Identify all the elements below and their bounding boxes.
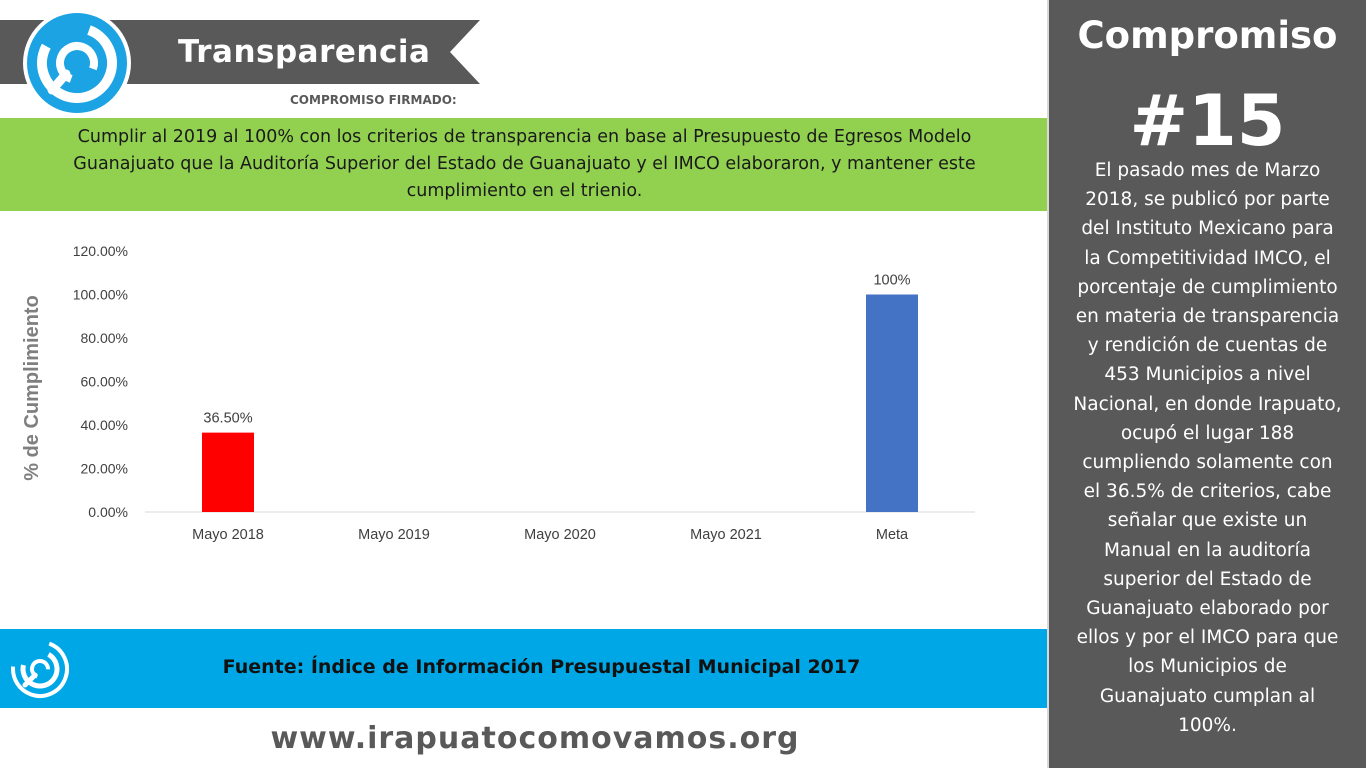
- x-tick-label: Mayo 2021: [690, 527, 762, 543]
- ring-logo-icon: [23, 9, 131, 117]
- panel-description-text: El pasado mes de Marzo 2018, se publicó …: [1073, 160, 1342, 736]
- y-tick-label: 120.00%: [73, 243, 128, 259]
- panel-title: Compromiso: [1077, 14, 1338, 57]
- bar-series: [202, 294, 918, 512]
- source-text: Fuente: Índice de Información Presupuest…: [222, 656, 861, 678]
- x-tick-label: Mayo 2020: [524, 527, 596, 543]
- commitment-panel: Compromiso #15 El pasado mes de Marzo 20…: [1047, 0, 1366, 768]
- commitment-text: Cumplir al 2019 al 100% con los criterio…: [73, 127, 976, 201]
- page-title: Transparencia: [178, 34, 431, 70]
- y-tick-label: 100.00%: [73, 287, 128, 303]
- panel-description: El pasado mes de Marzo 2018, se publicó …: [1049, 156, 1366, 740]
- y-axis-label: % de Cumplimiento: [21, 295, 43, 481]
- source-band: Fuente: Índice de Información Presupuest…: [0, 629, 1049, 708]
- commitment-subtitle: COMPROMISO FIRMADO:: [290, 93, 457, 107]
- y-axis-ticks: 0.00% 20.00% 40.00% 60.00% 80.00% 100.00% 120.…: [73, 243, 128, 520]
- commitment-number: #15: [1129, 80, 1286, 162]
- data-label: 36.50%: [203, 411, 252, 427]
- ring-logo-small-icon: [11, 640, 69, 699]
- commitment-band: Cumplir al 2019 al 100% con los criterio…: [0, 118, 1049, 211]
- x-tick-label: Meta: [876, 527, 909, 543]
- header-banner: Transparencia COMPROMISO FIRMADO:: [0, 0, 1366, 117]
- data-labels: 36.50% 100%: [203, 273, 910, 427]
- y-tick-label: 60.00%: [81, 374, 128, 390]
- x-axis-ticks: Mayo 2018 Mayo 2019 Mayo 2020 Mayo 2021 Meta: [192, 527, 909, 543]
- y-tick-label: 40.00%: [81, 417, 128, 433]
- compliance-bar-chart: % de Cumplimiento 0.00% 20.00% 40.00% 60.00…: [21, 243, 975, 543]
- bar: [866, 294, 918, 512]
- website-url[interactable]: www.irapuatocomovamos.org: [270, 721, 800, 756]
- bar: [202, 432, 254, 512]
- y-tick-label: 20.00%: [81, 461, 128, 477]
- x-tick-label: Mayo 2019: [358, 527, 430, 543]
- y-tick-label: 80.00%: [81, 330, 128, 346]
- x-tick-label: Mayo 2018: [192, 527, 264, 543]
- y-tick-label: 0.00%: [88, 504, 128, 520]
- data-label: 100%: [873, 273, 910, 289]
